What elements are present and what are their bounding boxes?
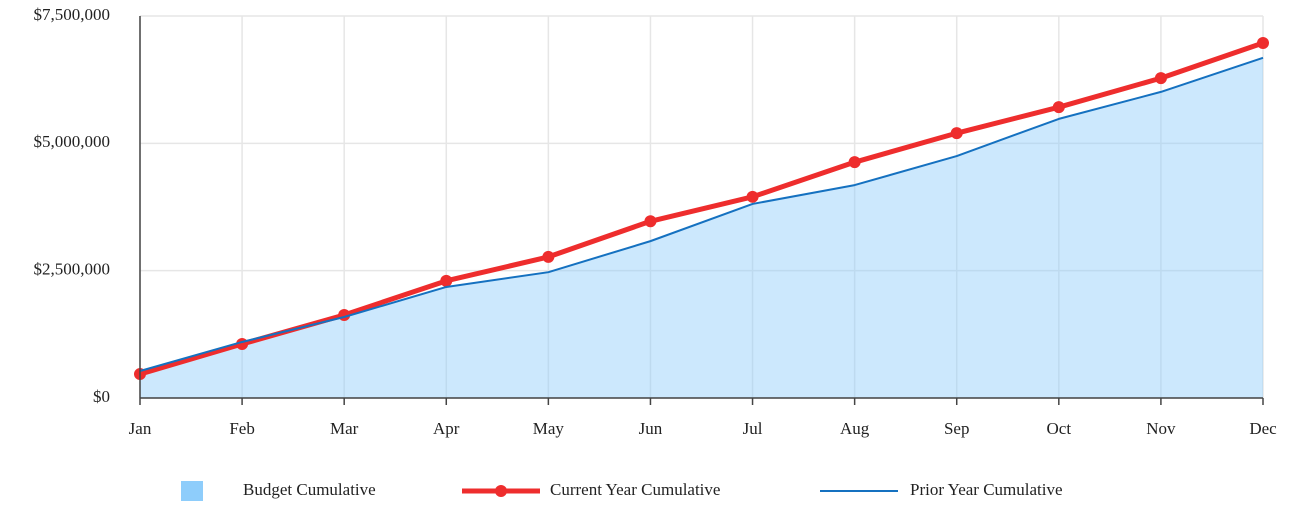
x-tick-label: Mar (330, 419, 359, 438)
point (1052, 101, 1065, 114)
x-tick-label: Jul (743, 419, 763, 438)
point (1257, 36, 1269, 49)
point (1154, 72, 1167, 85)
point (542, 250, 555, 263)
point (440, 274, 453, 287)
x-tick-label: Oct (1047, 419, 1072, 438)
legend-label: Current Year Cumulative (550, 480, 720, 499)
legend-swatch (495, 485, 507, 497)
x-tick-label: Aug (840, 419, 870, 438)
y-tick-label: $0 (93, 387, 110, 406)
legend-swatch (181, 481, 203, 501)
x-tick-label: Jun (639, 419, 663, 438)
y-tick-label: $2,500,000 (34, 260, 111, 279)
x-tick-label: Apr (433, 419, 460, 438)
line (139, 40, 1264, 377)
point (644, 215, 657, 228)
point (950, 127, 963, 140)
x-tick-label: Sep (944, 419, 970, 438)
point (848, 156, 861, 169)
x-tick-label: Nov (1146, 419, 1176, 438)
point (746, 190, 759, 203)
x-tick-label: May (533, 419, 565, 438)
area (140, 57, 1263, 399)
x-tick-label: Dec (1249, 419, 1277, 438)
legend-label: Budget Cumulative (243, 480, 376, 499)
legend-label: Prior Year Cumulative (910, 480, 1063, 499)
x-tick-label: Jan (129, 419, 152, 438)
y-tick-label: $5,000,000 (34, 132, 111, 151)
x-tick-label: Feb (229, 419, 255, 438)
y-tick-label: $7,500,000 (34, 5, 111, 24)
line (139, 56, 1264, 372)
